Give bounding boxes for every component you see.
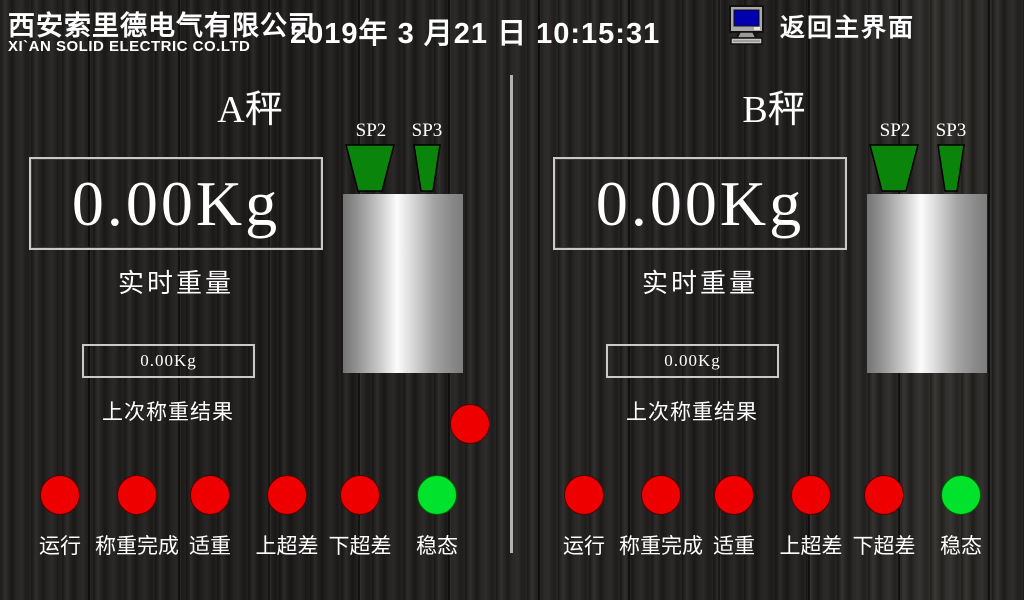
lamp-under-tolerance bbox=[340, 475, 380, 515]
lamp-label-stable: 稳态 bbox=[940, 534, 982, 558]
lamp-label-under-tolerance: 下超差 bbox=[328, 534, 392, 558]
discharge-lamp bbox=[450, 404, 490, 444]
lamp-proper-weight bbox=[190, 475, 230, 515]
realtime-weight-value: 0.00Kg bbox=[595, 167, 805, 239]
lamp-over-tolerance bbox=[791, 475, 831, 515]
realtime-weight-label: 实时重量 bbox=[641, 269, 758, 298]
scale-b-panel: B秤 0.00Kg 实时重量 SP2 SP3 0.00Kg 上次称重结果 运行 … bbox=[524, 70, 1024, 570]
company-name-cn: 西安索里德电气有限公司 bbox=[8, 11, 316, 41]
lamp-label-proper-weight: 适重 bbox=[189, 534, 231, 558]
realtime-weight-display: 0.00Kg bbox=[553, 157, 847, 250]
lamp-label-running: 运行 bbox=[39, 534, 81, 558]
sp3-valve-icon bbox=[937, 144, 965, 192]
lamp-label-proper-weight: 适重 bbox=[713, 534, 755, 558]
lamp-label-over-tolerance: 上超差 bbox=[255, 534, 319, 558]
sp3-valve-icon bbox=[413, 144, 441, 192]
scale-title: A秤 bbox=[217, 89, 283, 131]
sp2-valve-icon bbox=[869, 144, 919, 192]
back-button-label: 返回主界面 bbox=[780, 15, 916, 42]
sp2-label: SP2 bbox=[355, 120, 387, 141]
lamp-label-weighing-complete: 称重完成 bbox=[95, 534, 179, 558]
sp3-label: SP3 bbox=[935, 120, 967, 141]
last-weight-value: 0.00Kg bbox=[140, 351, 197, 370]
lamp-under-tolerance bbox=[864, 475, 904, 515]
lamp-label-under-tolerance: 下超差 bbox=[852, 534, 916, 558]
lamp-label-running: 运行 bbox=[563, 534, 605, 558]
hopper-tank bbox=[343, 194, 463, 373]
realtime-weight-value: 0.00Kg bbox=[71, 167, 281, 239]
lamp-proper-weight bbox=[714, 475, 754, 515]
back-to-main-button[interactable]: 返回主界面 bbox=[724, 4, 915, 48]
lamp-label-over-tolerance: 上超差 bbox=[779, 534, 843, 558]
lamp-running bbox=[564, 475, 604, 515]
last-weight-label: 上次称重结果 bbox=[102, 400, 234, 424]
realtime-weight-label: 实时重量 bbox=[117, 269, 234, 298]
scale-a-panel: A秤 0.00Kg 实时重量 SP2 SP3 0.00Kg 上次称重结果 运行 … bbox=[0, 70, 505, 570]
lamp-stable bbox=[941, 475, 981, 515]
datetime-display: 2019年 3 月21 日 10:15:31 bbox=[290, 18, 661, 50]
panel-divider bbox=[510, 75, 513, 553]
scale-title: B秤 bbox=[742, 89, 806, 131]
last-weight-value: 0.00Kg bbox=[664, 351, 721, 370]
lamp-weighing-complete bbox=[117, 475, 157, 515]
computer-monitor-icon bbox=[729, 5, 764, 45]
company-name-en: XI`AN SOLID ELECTRIC CO.LTD bbox=[8, 38, 251, 55]
last-weight-label: 上次称重结果 bbox=[626, 400, 758, 424]
lamp-weighing-complete bbox=[641, 475, 681, 515]
lamp-label-stable: 稳态 bbox=[416, 534, 458, 558]
sp3-label: SP3 bbox=[411, 120, 443, 141]
realtime-weight-display: 0.00Kg bbox=[29, 157, 323, 250]
lamp-running bbox=[40, 475, 80, 515]
last-weight-display: 0.00Kg bbox=[606, 344, 779, 378]
lamp-over-tolerance bbox=[267, 475, 307, 515]
lamp-label-weighing-complete: 称重完成 bbox=[619, 534, 703, 558]
last-weight-display: 0.00Kg bbox=[82, 344, 255, 378]
lamp-stable bbox=[417, 475, 457, 515]
sp2-valve-icon bbox=[345, 144, 395, 192]
sp2-label: SP2 bbox=[879, 120, 911, 141]
hopper-tank bbox=[867, 194, 987, 373]
